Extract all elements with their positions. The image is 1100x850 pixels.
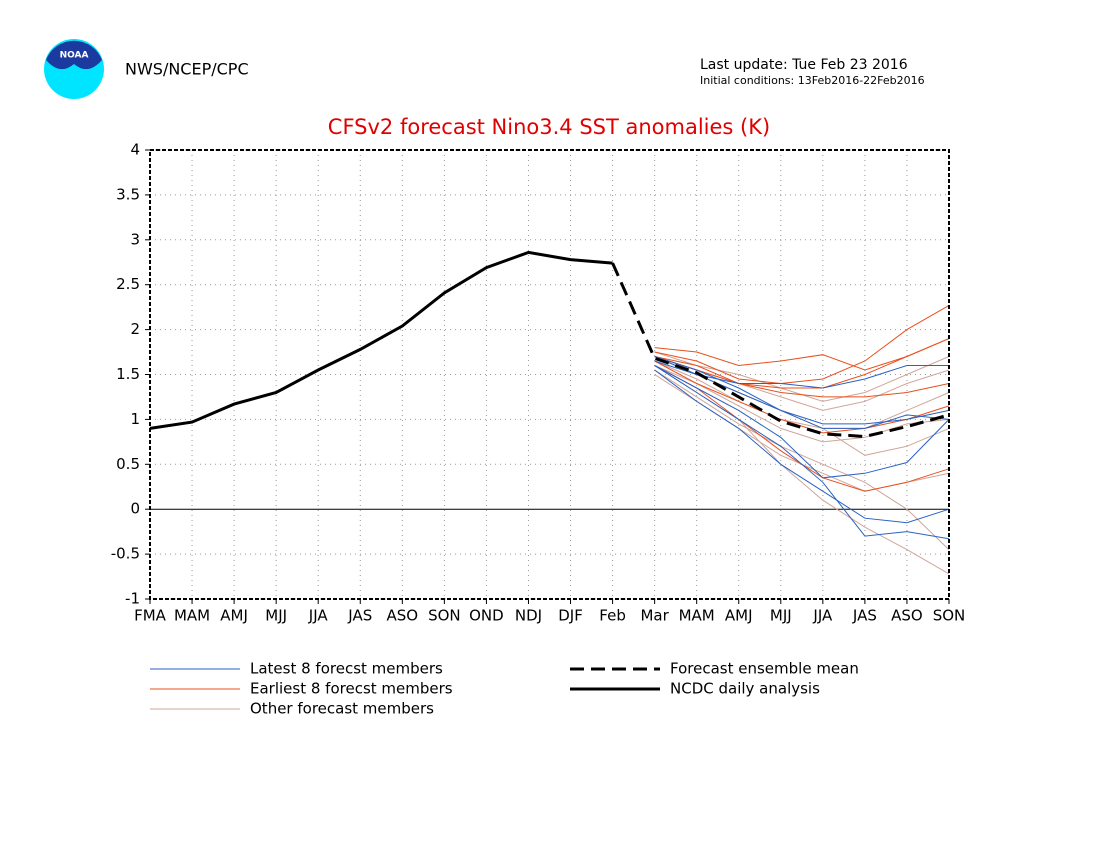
y-tick-label: 1 — [130, 410, 140, 428]
x-tick-label: SON — [428, 607, 461, 625]
y-tick-label: 2 — [130, 320, 140, 338]
y-tick-label: -0.5 — [111, 545, 140, 563]
x-tick-label: NDJ — [515, 607, 542, 625]
member-line — [654, 338, 950, 371]
x-tick-label: SON — [933, 607, 966, 625]
x-tick-label: MAM — [679, 607, 715, 625]
member-line — [654, 365, 950, 479]
legend-label: Earliest 8 forecst members — [250, 680, 453, 698]
logo-top — [46, 40, 102, 70]
legend-label: Other forecast members — [250, 700, 434, 718]
logo-text: NOAA — [60, 51, 89, 61]
y-tick-label: 3 — [130, 230, 140, 248]
legend-label: Latest 8 forecst members — [250, 660, 443, 678]
x-tick-label: ASO — [387, 607, 419, 625]
y-tick-label: 0 — [130, 500, 140, 518]
member-line — [654, 356, 950, 398]
plot-frame — [149, 149, 950, 600]
legend-label: Forecast ensemble mean — [670, 660, 859, 678]
x-tick-label: ASO — [891, 607, 923, 625]
member-line — [654, 374, 950, 492]
x-tick-label: AMJ — [725, 607, 753, 625]
member-line — [654, 369, 950, 524]
x-tick-label: JAS — [852, 607, 877, 625]
y-tick-label: 0.5 — [116, 455, 140, 473]
x-tick-label: JAS — [347, 607, 372, 625]
last-update: Last update: Tue Feb 23 2016 — [700, 57, 908, 73]
y-tick-label: -1 — [125, 590, 140, 608]
x-tick-label: DJF — [558, 607, 583, 625]
obs-line — [149, 250, 613, 430]
mean-line — [611, 262, 950, 439]
member-line — [654, 338, 950, 389]
x-tick-label: JJA — [812, 607, 833, 625]
initial-conditions: Initial conditions: 13Feb2016-22Feb2016 — [700, 74, 925, 87]
agency: NWS/NCEP/CPC — [125, 60, 249, 79]
legend-label: NCDC daily analysis — [670, 680, 820, 698]
y-tick-label: 1.5 — [116, 365, 140, 383]
x-tick-label: Mar — [640, 607, 669, 625]
y-tick-label: 3.5 — [116, 185, 140, 203]
member-line — [654, 369, 950, 550]
member-line — [654, 365, 950, 540]
x-tick-label: AMJ — [220, 607, 248, 625]
member-line — [654, 356, 950, 425]
member-line — [654, 304, 950, 385]
member-line — [654, 360, 950, 429]
x-tick-label: OND — [469, 607, 504, 625]
y-tick-label: 4 — [130, 141, 140, 159]
x-tick-label: MAM — [174, 607, 210, 625]
y-tick-label: 2.5 — [116, 275, 140, 293]
noaa-logo: NOAA — [44, 39, 104, 99]
x-tick-label: MJJ — [265, 607, 287, 625]
chart-title: CFSv2 forecast Nino3.4 SST anomalies (K) — [328, 115, 770, 139]
x-tick-label: Feb — [599, 607, 626, 625]
member-line — [654, 365, 950, 575]
member-line — [654, 365, 950, 443]
x-tick-label: MJJ — [770, 607, 792, 625]
member-line — [654, 360, 950, 434]
x-tick-label: FMA — [134, 607, 167, 625]
x-tick-label: JJA — [308, 607, 329, 625]
